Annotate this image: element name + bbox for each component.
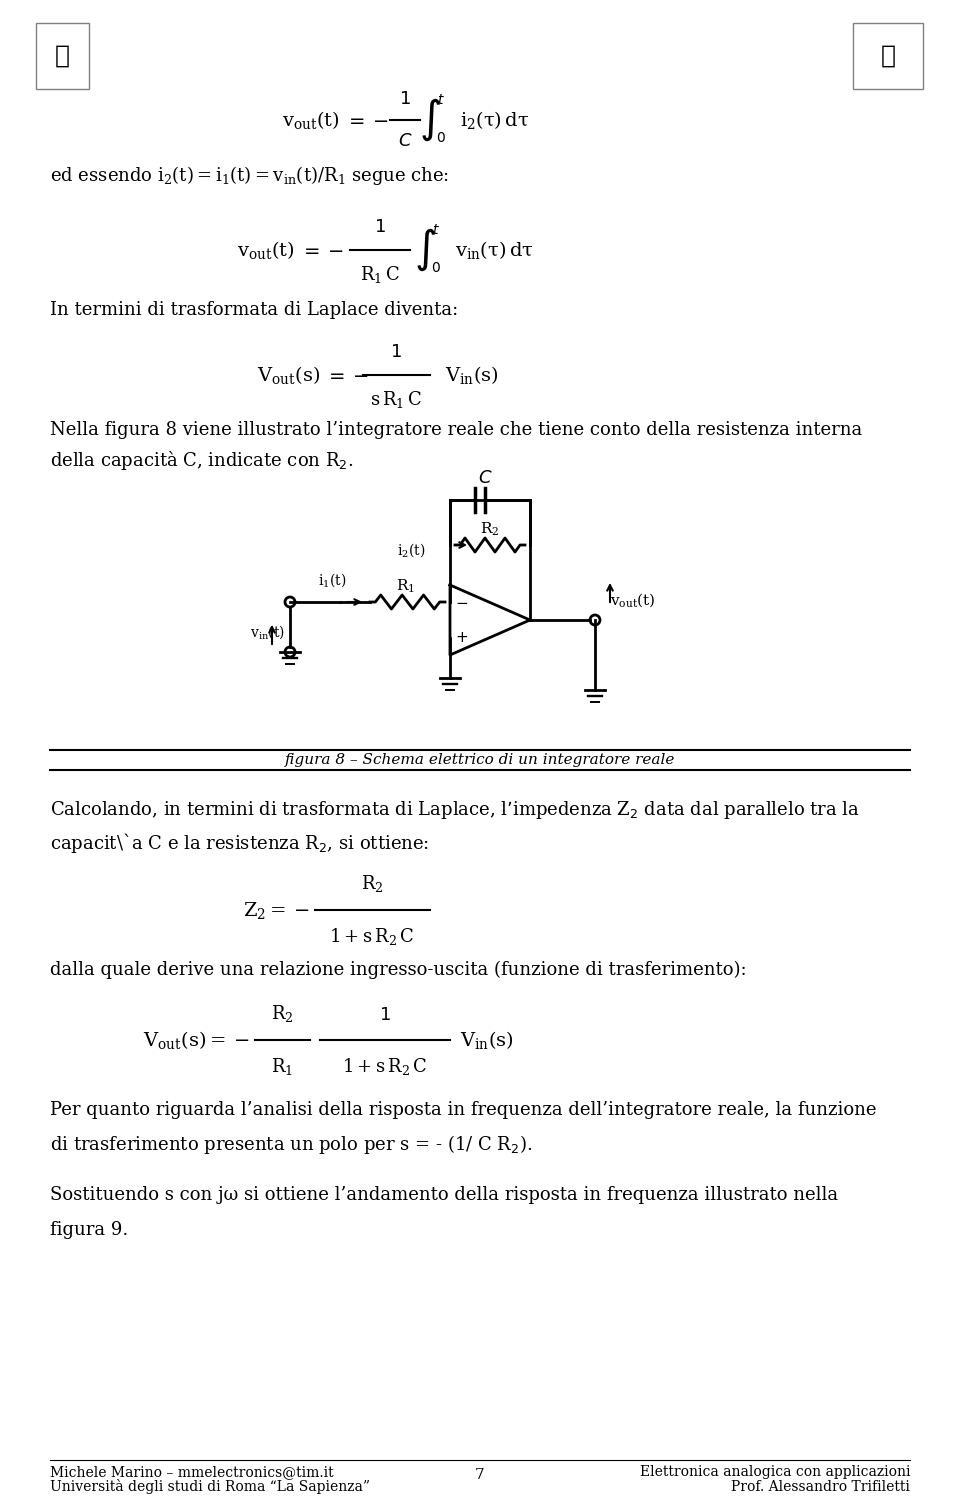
Text: $0$: $0$: [436, 132, 445, 145]
Text: $= -$: $= -$: [300, 241, 344, 259]
Text: $\mathregular{V_{out}(s) = -}$: $\mathregular{V_{out}(s) = -}$: [143, 1029, 250, 1052]
Text: $\int$: $\int$: [414, 227, 436, 274]
Text: ed essendo $\mathregular{i_2(t) = i_1(t) = v_{in}(t)/ R_1}$ segue che:: ed essendo $\mathregular{i_2(t) = i_1(t)…: [50, 163, 449, 187]
Text: $\mathregular{R_1}$: $\mathregular{R_1}$: [396, 577, 415, 595]
Text: $t$: $t$: [437, 93, 444, 108]
Text: $\mathregular{s\, R_1\, C}$: $\mathregular{s\, R_1\, C}$: [370, 389, 422, 410]
Text: capacit\`a C e la resistenza R$_2$, si ottiene:: capacit\`a C e la resistenza R$_2$, si o…: [50, 830, 429, 856]
Text: $\mathregular{R_1}$: $\mathregular{R_1}$: [271, 1056, 293, 1077]
Text: di trasferimento presenta un polo per s = - (1/ C R$_2$).: di trasferimento presenta un polo per s …: [50, 1134, 533, 1156]
Text: $\mathregular{v_{in}(t)}$: $\mathregular{v_{in}(t)}$: [250, 624, 285, 640]
Text: Calcolando, in termini di trasformata di Laplace, l’impedenza Z$_2$ data dal par: Calcolando, in termini di trasformata di…: [50, 799, 860, 821]
Text: $\mathregular{V_{out}(s)}$: $\mathregular{V_{out}(s)}$: [257, 364, 320, 386]
Text: $+$: $+$: [455, 631, 468, 645]
Bar: [36, 22, 89, 90]
Text: $\mathregular{V_{in}(s)}$: $\mathregular{V_{in}(s)}$: [460, 1029, 514, 1052]
Text: $\mathregular{R_2}$: $\mathregular{R_2}$: [361, 874, 383, 895]
Text: Sostituendo s con jω si ottiene l’andamento della risposta in frequenza illustra: Sostituendo s con jω si ottiene l’andame…: [50, 1186, 838, 1204]
Text: 🏛: 🏛: [55, 43, 70, 69]
Text: $\mathregular{i_2(t)}$: $\mathregular{i_2(t)}$: [396, 542, 425, 560]
Text: Nella figura 8 viene illustrato l’integratore reale che tiene conto della resist: Nella figura 8 viene illustrato l’integr…: [50, 420, 862, 438]
Text: $\mathregular{v_{out}(t)}$: $\mathregular{v_{out}(t)}$: [610, 591, 656, 609]
Text: $1$: $1$: [374, 218, 386, 236]
Text: figura 9.: figura 9.: [50, 1221, 129, 1239]
Bar: [853, 22, 923, 90]
Text: $\mathregular{V_{in}(s)}$: $\mathregular{V_{in}(s)}$: [445, 364, 498, 386]
Text: $C$: $C$: [478, 470, 492, 488]
Text: Per quanto riguarda l’analisi della risposta in frequenza dell’integratore reale: Per quanto riguarda l’analisi della risp…: [50, 1101, 876, 1119]
Text: $1$: $1$: [390, 343, 402, 361]
Text: $-$: $-$: [455, 595, 468, 609]
Text: $= -$: $= -$: [345, 111, 389, 129]
Text: dalla quale derive una relazione ingresso-uscita (funzione di trasferimento):: dalla quale derive una relazione ingress…: [50, 960, 747, 978]
Text: $\mathregular{v_{in}(\tau)\, d\tau}$: $\mathregular{v_{in}(\tau)\, d\tau}$: [455, 239, 534, 260]
Text: $\mathregular{v_{out}(t)}$: $\mathregular{v_{out}(t)}$: [282, 109, 340, 132]
Text: Prof. Alessandro Trifiletti: Prof. Alessandro Trifiletti: [732, 1480, 910, 1495]
Text: $\mathregular{Z_2 = -}$: $\mathregular{Z_2 = -}$: [243, 899, 310, 920]
Text: $\mathregular{i_1(t)}$: $\mathregular{i_1(t)}$: [318, 571, 347, 589]
Text: figura 8 – Schema elettrico di un integratore reale: figura 8 – Schema elettrico di un integr…: [285, 752, 675, 767]
Text: $\mathregular{R_2}$: $\mathregular{R_2}$: [480, 521, 500, 537]
Text: $\mathregular{1 + s\, R_2\, C}$: $\mathregular{1 + s\, R_2\, C}$: [329, 926, 415, 947]
Text: $\mathregular{v_{out}(t)}$: $\mathregular{v_{out}(t)}$: [237, 239, 295, 260]
Text: Università degli studi di Roma “La Sapienza”: Università degli studi di Roma “La Sapie…: [50, 1480, 370, 1495]
Text: $1$: $1$: [379, 1005, 391, 1023]
Text: 🦅: 🦅: [880, 43, 896, 69]
Text: $\mathregular{R_1\, C}$: $\mathregular{R_1\, C}$: [360, 263, 400, 286]
Text: Elettronica analogica con applicazioni: Elettronica analogica con applicazioni: [639, 1465, 910, 1480]
Text: $C$: $C$: [397, 132, 412, 150]
Text: $\mathregular{R_2}$: $\mathregular{R_2}$: [271, 1002, 294, 1023]
Text: $\mathregular{1 + s\, R_2\, C}$: $\mathregular{1 + s\, R_2\, C}$: [342, 1056, 428, 1077]
Text: Michele Marino – mmelectronics@tim.it: Michele Marino – mmelectronics@tim.it: [50, 1465, 334, 1480]
Text: della capacità C, indicate con R$_2$.: della capacità C, indicate con R$_2$.: [50, 449, 353, 471]
Text: $\int$: $\int$: [419, 97, 441, 144]
Text: $\mathregular{i_2(\tau)\, d\tau}$: $\mathregular{i_2(\tau)\, d\tau}$: [460, 109, 529, 132]
Text: $0$: $0$: [431, 260, 441, 275]
Text: 7: 7: [475, 1468, 485, 1483]
Text: $= -$: $= -$: [325, 367, 369, 384]
Text: In termini di trasformata di Laplace diventa:: In termini di trasformata di Laplace div…: [50, 301, 458, 319]
Text: $t$: $t$: [432, 223, 440, 236]
Text: $1$: $1$: [399, 90, 411, 108]
